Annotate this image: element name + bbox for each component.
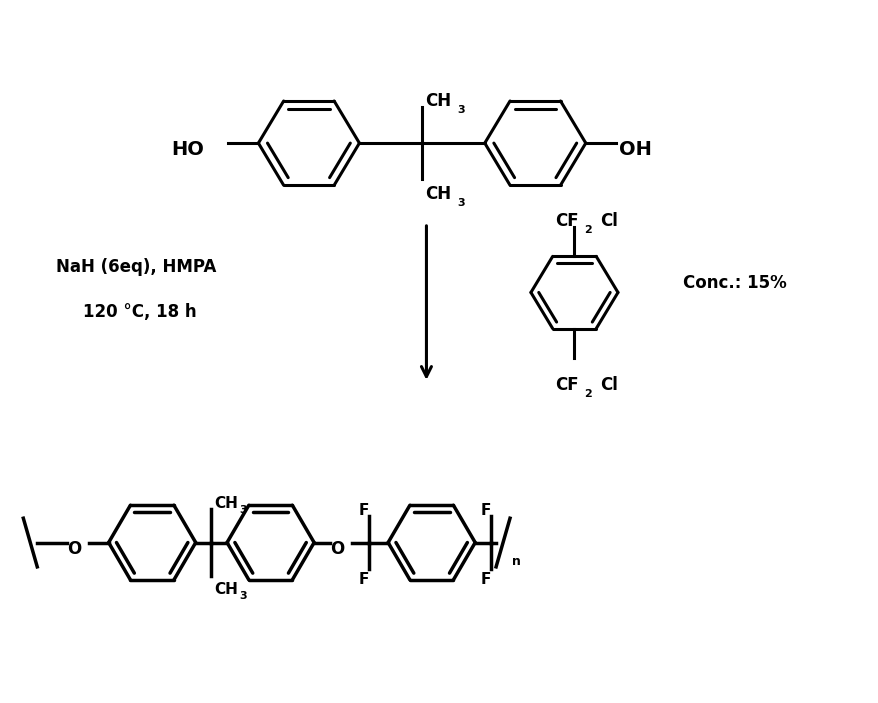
Text: F: F — [358, 503, 369, 517]
Text: CF: CF — [555, 375, 579, 394]
Text: CH: CH — [425, 185, 451, 202]
Text: 120 °C, 18 h: 120 °C, 18 h — [83, 303, 196, 321]
Text: F: F — [358, 572, 369, 587]
Text: 3: 3 — [239, 591, 247, 602]
Text: CH: CH — [425, 91, 451, 110]
Text: 3: 3 — [239, 505, 247, 515]
Text: O: O — [329, 541, 343, 558]
Text: Cl: Cl — [599, 212, 617, 230]
Text: OH: OH — [618, 140, 651, 159]
Text: CH: CH — [213, 582, 238, 597]
Text: F: F — [480, 572, 490, 587]
Text: 3: 3 — [457, 198, 464, 207]
Text: Cl: Cl — [599, 375, 617, 394]
Text: CH: CH — [213, 496, 238, 511]
Text: 3: 3 — [457, 105, 464, 115]
Text: O: O — [67, 541, 81, 558]
Text: 2: 2 — [583, 225, 591, 235]
Text: n: n — [511, 555, 520, 568]
Text: NaH (6eq), HMPA: NaH (6eq), HMPA — [56, 257, 217, 276]
Text: Conc.: 15%: Conc.: 15% — [682, 273, 786, 292]
Text: CF: CF — [555, 212, 579, 230]
Text: 2: 2 — [583, 389, 591, 399]
Text: HO: HO — [171, 140, 204, 159]
Text: F: F — [480, 503, 490, 517]
